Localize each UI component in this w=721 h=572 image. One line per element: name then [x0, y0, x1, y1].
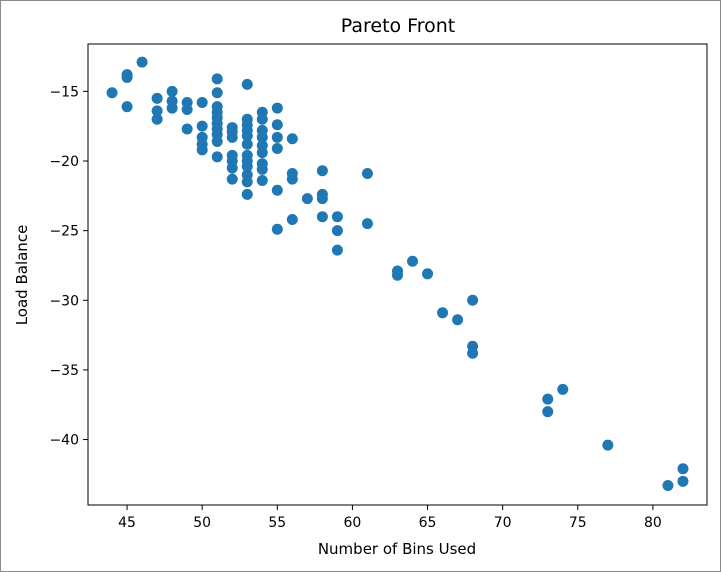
data-point [271, 184, 283, 196]
x-tick-label: 55 [268, 515, 286, 531]
data-point [256, 113, 268, 125]
data-point [181, 123, 193, 135]
data-point [226, 162, 238, 174]
data-point [286, 173, 298, 185]
data-point [241, 78, 253, 90]
chart-title: Pareto Front [341, 15, 456, 37]
data-point [452, 314, 464, 326]
data-point [542, 393, 554, 405]
data-point [211, 87, 223, 99]
data-point [151, 105, 163, 117]
data-point [241, 138, 253, 150]
data-point [256, 174, 268, 186]
data-point [286, 213, 298, 225]
x-tick-label: 60 [344, 515, 362, 531]
data-point [271, 102, 283, 114]
data-point [662, 480, 674, 492]
y-axis-ticks: −15 −20 −25 −30 −35 −40 [49, 84, 88, 449]
y-tick-label: −15 [49, 84, 79, 100]
data-point [557, 383, 569, 395]
data-point [241, 161, 253, 173]
data-point [121, 101, 133, 113]
data-point [467, 294, 479, 306]
data-point [196, 120, 208, 132]
data-point [301, 193, 313, 205]
data-point [602, 439, 614, 451]
data-point [211, 73, 223, 85]
data-point [256, 147, 268, 159]
data-point [361, 168, 373, 180]
data-point [286, 133, 298, 145]
data-point [467, 347, 479, 359]
data-point [196, 96, 208, 108]
data-point [121, 71, 133, 83]
data-point [271, 223, 283, 235]
data-point [196, 144, 208, 156]
data-points [106, 56, 689, 492]
data-point [271, 131, 283, 143]
data-point [241, 176, 253, 188]
data-point [256, 131, 268, 143]
y-tick-label: −20 [49, 154, 79, 170]
data-point [316, 165, 328, 177]
x-tick-label: 75 [569, 515, 587, 531]
data-point [226, 173, 238, 185]
x-tick-label: 70 [494, 515, 512, 531]
x-tick-label: 80 [644, 515, 662, 531]
data-point [331, 211, 343, 223]
data-point [331, 244, 343, 256]
data-point [316, 211, 328, 223]
data-point [316, 193, 328, 205]
data-point [241, 188, 253, 200]
data-point [211, 135, 223, 147]
data-point [392, 269, 403, 281]
data-point [151, 92, 163, 104]
data-point [331, 225, 343, 237]
data-point [166, 85, 178, 97]
y-tick-label: −35 [49, 363, 79, 379]
y-tick-label: −30 [49, 293, 79, 309]
data-point [407, 255, 419, 267]
data-point [271, 119, 283, 131]
data-point [677, 463, 689, 475]
data-point [166, 102, 178, 114]
plot-area [87, 43, 708, 506]
data-point [437, 307, 449, 319]
x-tick-label: 65 [419, 515, 437, 531]
data-point [226, 131, 238, 143]
data-point [181, 103, 193, 115]
data-point [271, 142, 283, 154]
data-point [106, 87, 118, 99]
x-tick-label: 50 [193, 515, 211, 531]
data-point [542, 406, 554, 418]
x-tick-label: 45 [118, 515, 136, 531]
y-axis-label: Load Balance [13, 225, 31, 326]
data-point [361, 218, 373, 230]
data-point [211, 151, 223, 163]
x-axis-ticks: 45 50 55 60 65 70 75 80 [118, 505, 662, 531]
y-tick-label: −25 [49, 224, 79, 240]
data-point [151, 113, 163, 125]
data-point [677, 475, 689, 487]
data-point [256, 163, 268, 175]
data-point [422, 268, 434, 280]
data-point [136, 56, 148, 68]
x-axis-label: Number of Bins Used [318, 540, 476, 558]
y-tick-label: −40 [49, 433, 79, 449]
data-point [241, 130, 253, 142]
